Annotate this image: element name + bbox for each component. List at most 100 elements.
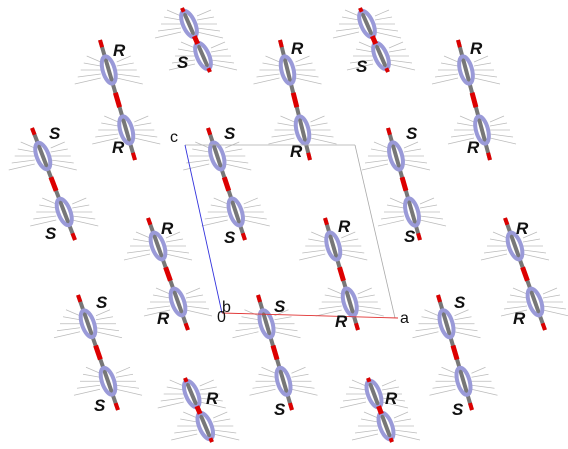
hydrogen-bond <box>213 412 227 418</box>
hydrogen-bond <box>213 430 236 433</box>
hydrogen-bond <box>63 317 80 320</box>
hydrogen-bond <box>263 63 280 66</box>
oxygen-end <box>100 40 102 47</box>
hydrogen-bond <box>164 17 181 20</box>
oxygen-bridge <box>472 93 476 107</box>
hydrogen-bond <box>340 402 366 408</box>
chirality-label: S <box>94 396 106 415</box>
hydrogen-bond <box>455 328 478 331</box>
hydrogen-bond <box>292 385 315 388</box>
c-axis <box>185 145 222 313</box>
hydrogen-bond <box>42 198 56 204</box>
hydrogen-bond <box>117 74 140 77</box>
chirality-label: R <box>161 219 174 238</box>
hydrogen-bond <box>378 220 404 226</box>
hydrogen-bond <box>186 306 209 309</box>
hydrogen-bond <box>153 295 170 298</box>
hydrogen-bond <box>472 374 489 377</box>
hydrogen-bond <box>404 164 430 170</box>
hydrogen-bond <box>66 310 80 316</box>
hydrogen-bond <box>349 387 366 390</box>
hydrogen-bond <box>77 385 100 388</box>
hydrogen-bond <box>358 310 384 316</box>
hydrogen-bond <box>420 220 446 226</box>
hydrogen-bond <box>9 164 35 170</box>
hydrogen-bond <box>253 385 276 388</box>
hydrogen-bond <box>272 134 295 137</box>
hydrogen-bond <box>523 254 549 260</box>
chirality-label: S <box>49 124 61 143</box>
oxygen-end <box>325 218 327 225</box>
molecule <box>54 295 142 410</box>
hydrogen-bond <box>134 134 157 137</box>
molecule <box>333 8 415 72</box>
hydrogen-bond <box>186 160 209 163</box>
chirality-label: S <box>45 224 57 243</box>
hydrogen-bond <box>510 295 527 298</box>
hydrogen-bond <box>296 78 322 84</box>
hydrogen-bond <box>439 374 456 377</box>
hydrogen-bond <box>211 42 225 48</box>
oxygen-end <box>458 40 460 47</box>
hydrogen-bond <box>413 332 439 338</box>
axis-label: 0 <box>217 309 226 326</box>
hydrogen-bond <box>355 430 378 433</box>
hydrogen-bond <box>33 216 56 219</box>
oxygen-end <box>418 233 420 240</box>
oxygen-end <box>148 218 150 225</box>
hydrogen-bond <box>275 328 298 331</box>
chirality-label: S <box>224 124 236 143</box>
hydrogen-bond <box>359 42 373 48</box>
a-axis <box>222 313 398 318</box>
oxygen-end <box>243 233 245 240</box>
hydrogen-bond <box>374 142 388 148</box>
hydrogen-bond <box>311 232 325 238</box>
hydrogen-bond <box>425 310 439 316</box>
oxygen-end <box>208 128 210 135</box>
hydrogen-bond <box>299 254 325 260</box>
hydrogen-bond <box>259 374 276 377</box>
hydrogen-bond <box>18 149 35 152</box>
hydrogen-bond <box>358 295 375 298</box>
hydrogen-bond <box>75 78 101 84</box>
hydrogen-bond <box>12 160 35 163</box>
chirality-label: R <box>157 309 170 328</box>
hydrogen-bond <box>490 239 507 242</box>
hydrogen-bond <box>116 374 133 377</box>
hydrogen-bond <box>124 254 150 260</box>
hydrogen-bond <box>250 389 276 395</box>
oxygen-bridge <box>379 406 382 414</box>
oxygen-end <box>438 295 440 302</box>
hydrogen-bond <box>493 232 507 238</box>
hydrogen-bond <box>341 239 358 242</box>
hydrogen-bond <box>211 64 237 70</box>
hydrogen-bond <box>451 134 474 137</box>
oxygen-bridge <box>453 346 457 360</box>
chirality-label: R <box>206 389 219 408</box>
hydrogen-bond <box>117 78 143 84</box>
hydrogen-bond <box>394 434 420 440</box>
hydrogen-bond <box>311 116 325 122</box>
hydrogen-bond <box>394 430 417 433</box>
hydrogen-bond <box>523 239 540 242</box>
hydrogen-bond <box>490 134 513 137</box>
hydrogen-bond <box>134 123 151 126</box>
oxygen-bridge <box>115 93 119 107</box>
hydrogen-bond <box>245 310 259 316</box>
molecule <box>340 378 420 442</box>
hydrogen-bond <box>39 205 56 208</box>
hydrogen-bond <box>336 28 359 31</box>
hydrogen-bond <box>278 123 295 126</box>
chirality-label: R <box>467 138 480 157</box>
oxygen-end <box>386 68 388 72</box>
oxygen-end <box>290 403 292 410</box>
hydrogen-bond <box>455 317 472 320</box>
hydrogen-bond <box>21 142 35 148</box>
oxygen-end <box>210 438 212 442</box>
hydrogen-bond <box>457 123 474 126</box>
oxygen-end <box>470 403 472 410</box>
hydrogen-bond <box>244 216 267 219</box>
hydrogen-bond <box>166 254 192 260</box>
hydrogen-bond <box>442 367 456 373</box>
hydrogen-bond <box>455 332 481 338</box>
